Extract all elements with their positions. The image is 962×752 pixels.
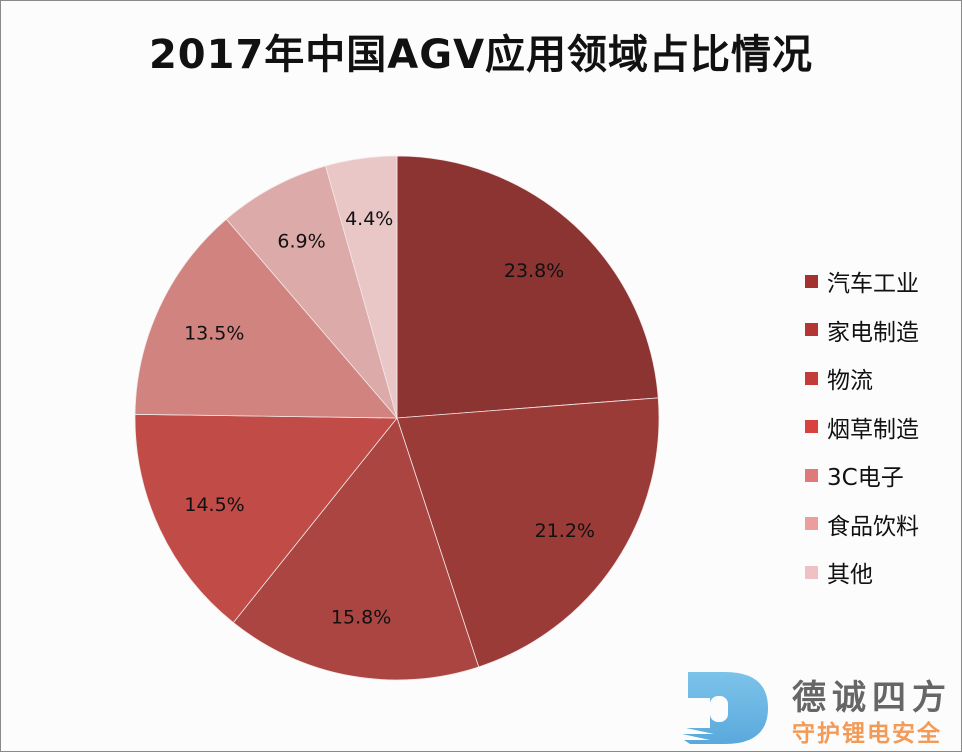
- data-label: 23.8%: [504, 260, 564, 282]
- data-label: 15.8%: [331, 607, 391, 629]
- pie-slice-1: [396, 155, 659, 419]
- pie-slice-6: [225, 165, 398, 419]
- pie-slice-5: [134, 218, 398, 419]
- legend-label: 其他: [827, 562, 873, 589]
- legend-item: 物流: [805, 354, 919, 403]
- d-logo-icon: [682, 672, 768, 744]
- legend-item: 烟草制造: [805, 403, 919, 452]
- legend-item: 其他: [805, 548, 919, 597]
- legend-swatch: [805, 420, 818, 434]
- legend-label: 食品饮料: [827, 513, 919, 540]
- chart-title: 2017年中国AGV应用领域占比情况: [148, 32, 814, 78]
- legend: 汽车工业家电制造物流烟草制造 3C电子食品饮料其他: [805, 257, 919, 597]
- data-label: 4.4%: [345, 208, 393, 230]
- pie-slice-4: [134, 413, 398, 624]
- data-label: 21.2%: [535, 520, 595, 542]
- legend-label: 汽车工业: [827, 271, 919, 298]
- watermark-name: 德诚四方: [792, 678, 952, 718]
- legend-swatch: [805, 274, 818, 288]
- legend-label: 家电制造: [827, 319, 919, 346]
- legend-label: 物流: [827, 368, 873, 395]
- legend-swatch: [805, 565, 818, 579]
- legend-swatch: [805, 468, 818, 482]
- legend-item: 3C电子: [805, 451, 919, 500]
- watermark-slogan: 守护锂电安全: [792, 721, 942, 747]
- legend-item: 汽车工业: [805, 257, 919, 306]
- legend-item: 食品饮料: [805, 500, 919, 549]
- legend-swatch: [805, 323, 818, 337]
- legend-swatch: [805, 517, 818, 531]
- pie-slice-7: [325, 155, 398, 419]
- legend-swatch: [805, 371, 818, 385]
- legend-item: 家电制造: [805, 306, 919, 355]
- data-label: 13.5%: [184, 322, 244, 344]
- watermark-logo: 德诚四方 守护锂电安全: [680, 668, 960, 748]
- legend-label: 烟草制造: [827, 416, 919, 443]
- data-label: 6.9%: [277, 230, 325, 252]
- data-label: 14.5%: [184, 494, 244, 516]
- pie-slice-2: [396, 397, 660, 668]
- pie-slice-3: [232, 417, 480, 681]
- legend-label: 3C电子: [827, 465, 904, 492]
